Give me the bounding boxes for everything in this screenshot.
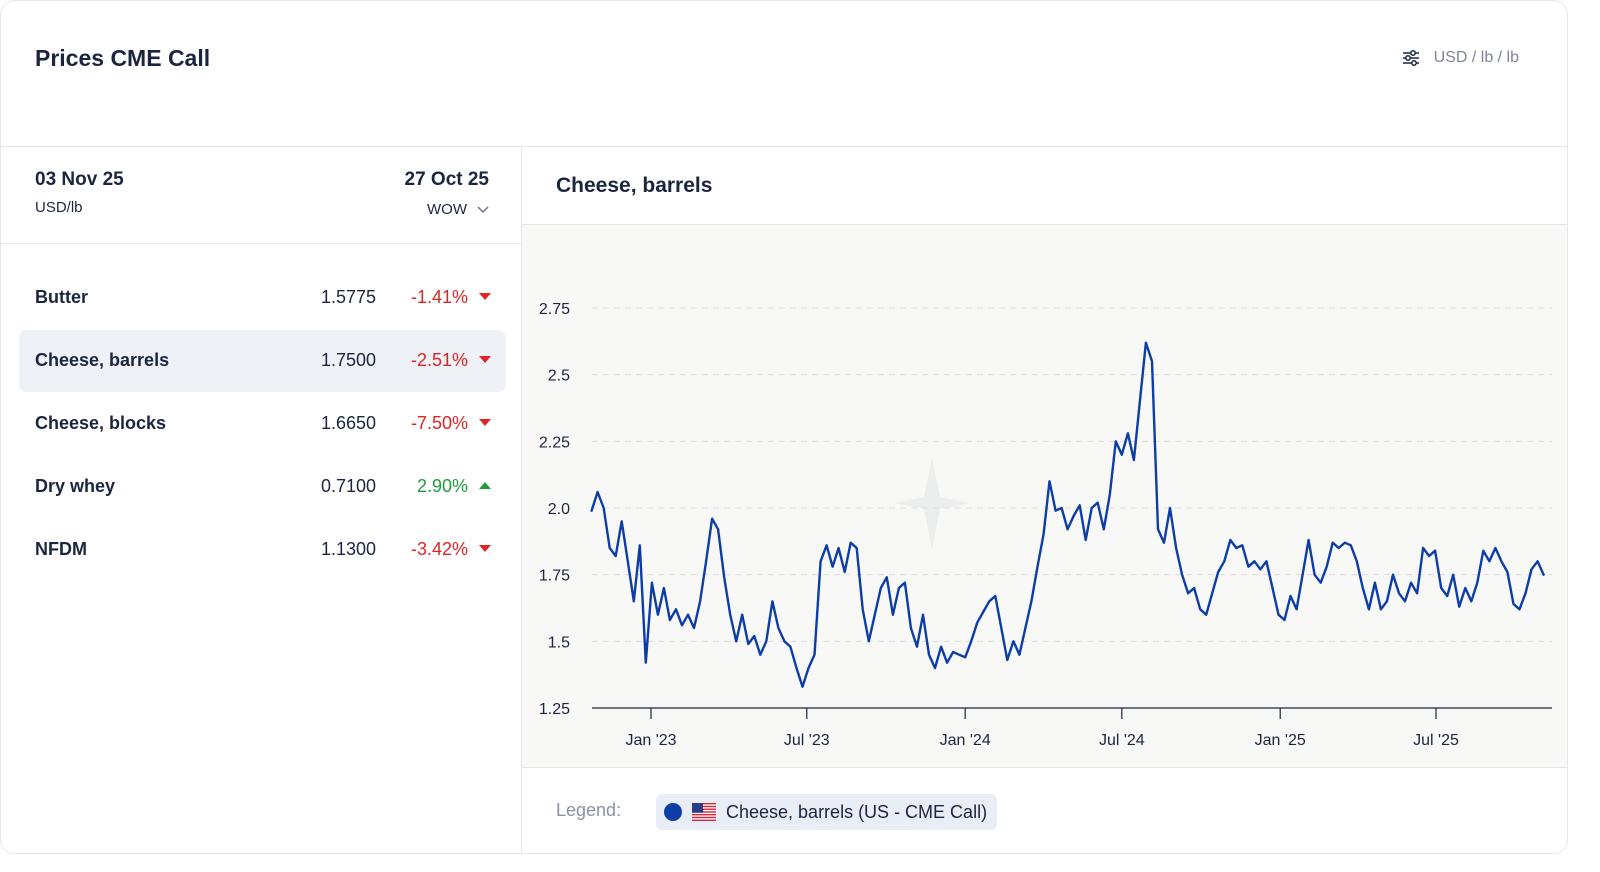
price-row-cheese-barrels[interactable]: Cheese, barrels 1.7500 -2.51% <box>19 330 506 392</box>
price-change: 2.90% <box>416 476 468 496</box>
chevron-down-icon <box>477 201 489 218</box>
legend-label: Legend: <box>556 800 622 820</box>
price-list-header: 03 Nov 25 USD/lb 27 Oct 25 WOW <box>1 147 521 244</box>
card-header: Prices CME Call USD / lb / lb <box>1 1 1567 147</box>
price-row-cheese-blocks[interactable]: Cheese, blocks 1.6650 -7.50% <box>19 393 506 455</box>
legend-item[interactable]: Cheese, barrels (US - CME Call) <box>656 794 998 830</box>
us-flag-icon <box>692 803 716 821</box>
x-tick-label: Jul '24 <box>1099 732 1145 749</box>
price-row-butter[interactable]: Butter 1.5775 -1.41% <box>19 267 506 329</box>
compare-mode-dropdown[interactable]: WOW <box>427 201 489 218</box>
x-tick-label: Jan '23 <box>625 732 676 749</box>
y-tick-label: 2.5 <box>548 368 570 385</box>
price-chart[interactable]: 1.25 1.5 1.75 2.0 2.25 2.5 2.75 Jan '23 Jul '23 J… <box>522 225 1567 767</box>
page-title: Prices CME Call <box>35 45 211 71</box>
price-list-panel: 03 Nov 25 USD/lb 27 Oct 25 WOW Butter 1.… <box>1 147 522 853</box>
chart-area[interactable]: 1.25 1.5 1.75 2.0 2.25 2.5 2.75 Jan '23 Jul '23 J… <box>522 225 1567 768</box>
y-tick-label: 1.25 <box>539 701 570 718</box>
units-selector[interactable]: USD / lb / lb <box>1402 49 1519 67</box>
x-tick-label: Jan '24 <box>940 732 991 749</box>
product-price: 0.7100 <box>320 476 376 496</box>
current-date: 03 Nov 25 <box>35 169 124 190</box>
y-tick-label: 1.75 <box>539 568 570 585</box>
price-row-dry-whey[interactable]: Dry whey 0.7100 2.90% <box>19 456 506 518</box>
watermark-logo <box>894 457 970 549</box>
chart-title: Cheese, barrels <box>556 174 713 197</box>
product-price: 1.7500 <box>320 350 376 370</box>
y-tick-label: 1.5 <box>548 634 570 651</box>
prices-card: Prices CME Call USD / lb / lb 03 Nov 25 … <box>0 0 1568 854</box>
price-change: -7.50% <box>410 413 468 433</box>
chart-panel: Cheese, barrels 1.25 1.5 1.75 2.0 2.25 2.5 2.7… <box>522 147 1567 853</box>
compare-mode-label: WOW <box>427 201 467 218</box>
x-tick-label: Jan '25 <box>1255 732 1306 749</box>
price-change: -3.42% <box>410 539 468 559</box>
product-name: Butter <box>35 287 88 307</box>
price-list: Butter 1.5775 -1.41% Cheese, barrels 1.7… <box>19 267 506 582</box>
product-name: NFDM <box>35 539 87 559</box>
price-change: -1.41% <box>410 287 468 307</box>
product-price: 1.5775 <box>320 287 376 307</box>
legend: Legend: Cheese, barrels (US - CME Call) <box>522 768 1567 853</box>
product-name: Dry whey <box>35 476 116 496</box>
arrow-down-icon <box>479 419 491 426</box>
series-line-cheese-barrels[interactable] <box>590 341 1545 688</box>
y-tick-label: 2.0 <box>548 501 570 518</box>
y-tick-label: 2.75 <box>539 301 570 318</box>
legend-series-name: Cheese, barrels (US - CME Call) <box>726 801 988 822</box>
x-tick-label: Jul '23 <box>784 732 830 749</box>
unit-label: USD/lb <box>35 199 83 216</box>
compare-date: 27 Oct 25 <box>404 169 490 190</box>
units-label: USD / lb / lb <box>1433 49 1519 66</box>
product-name: Cheese, blocks <box>35 413 167 433</box>
price-change: -2.51% <box>410 350 468 370</box>
price-row-nfdm[interactable]: NFDM 1.1300 -3.42% <box>19 519 506 581</box>
product-name: Cheese, barrels <box>35 350 170 370</box>
x-tick-label: Jul '25 <box>1413 732 1459 749</box>
product-price: 1.1300 <box>320 539 376 559</box>
sliders-icon <box>1402 50 1420 66</box>
product-price: 1.6650 <box>320 413 376 433</box>
y-tick-label: 2.25 <box>539 434 570 451</box>
arrow-down-icon <box>479 545 491 552</box>
arrow-up-icon <box>479 482 491 489</box>
arrow-down-icon <box>479 293 491 300</box>
series-dot-icon <box>664 803 682 821</box>
arrow-down-icon <box>479 356 491 363</box>
chart-header: Cheese, barrels <box>522 147 1567 225</box>
